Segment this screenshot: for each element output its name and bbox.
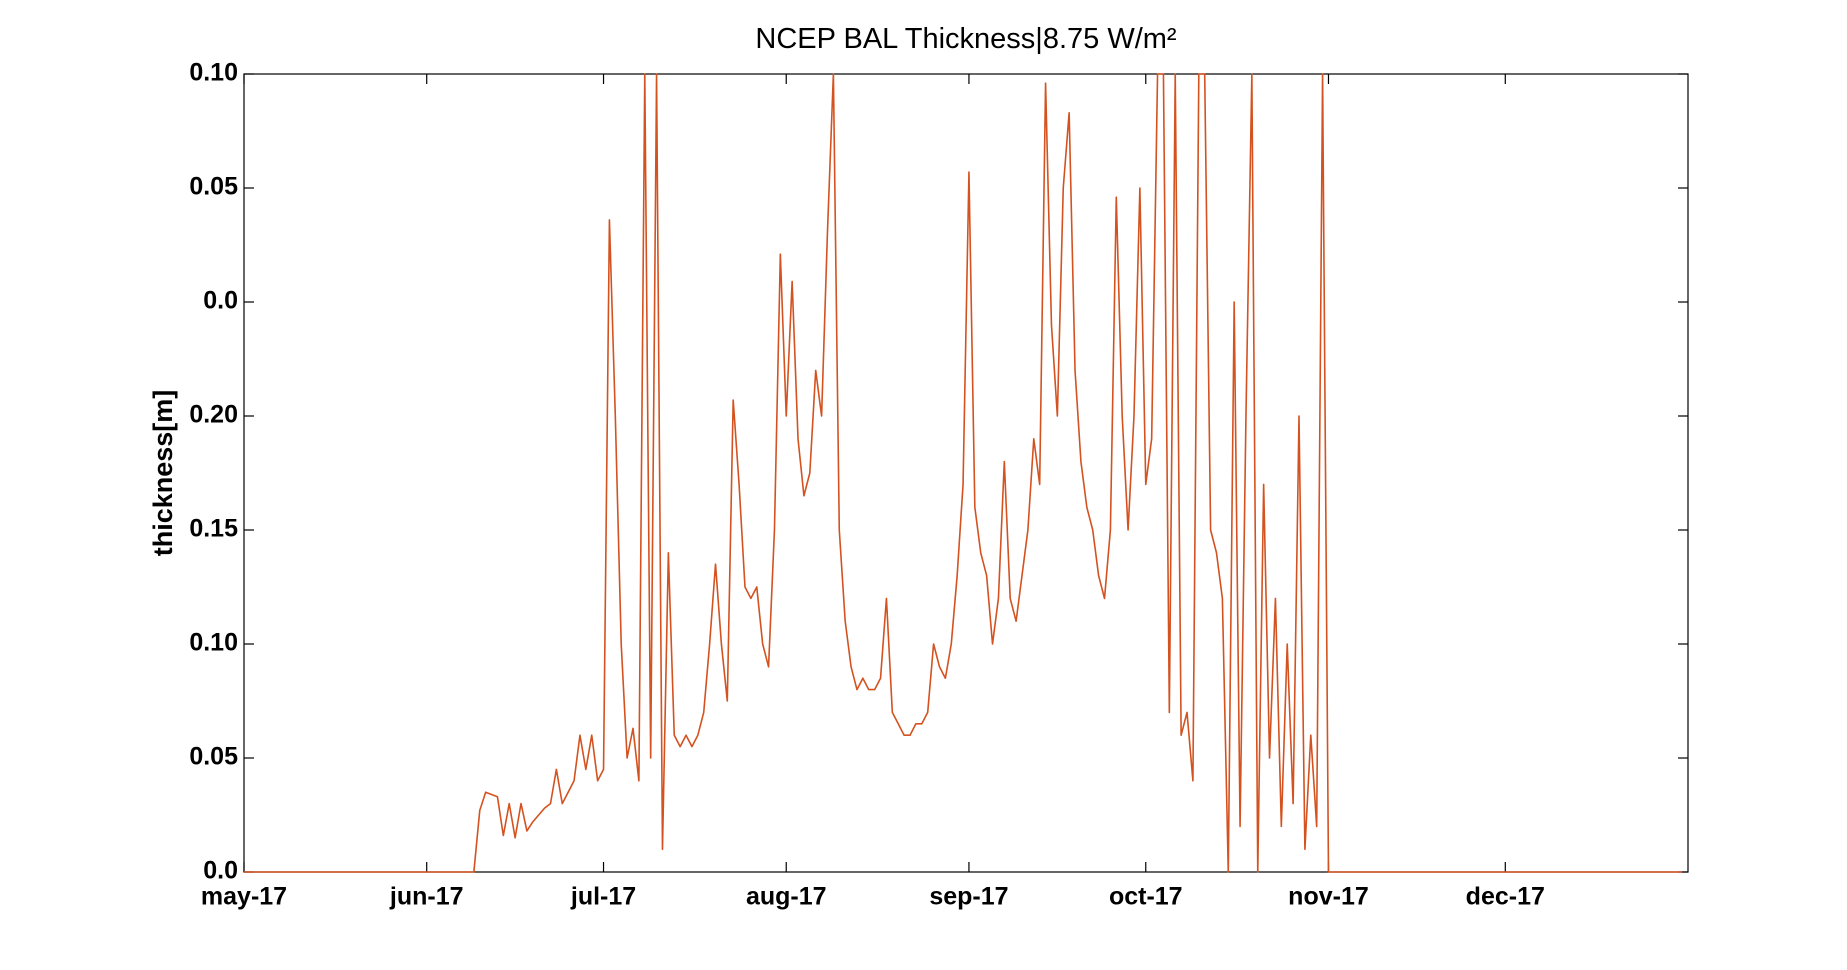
x-tick-label: jun-17	[389, 883, 464, 911]
y-tick-label: 0.15	[189, 515, 238, 543]
y-tick-label: 0.05	[189, 173, 238, 201]
x-tick-label: jul-17	[570, 883, 636, 911]
y-tick-label: 0.10	[189, 59, 238, 87]
y-tick-label: 0.0	[203, 857, 238, 885]
x-tick-label: may-17	[201, 883, 287, 911]
y-tick-label: 0.10	[189, 629, 238, 657]
x-tick-label: dec-17	[1466, 883, 1545, 911]
plot-frame	[243, 73, 1689, 873]
chart-title: NCEP BAL Thickness|8.75 W/m²	[755, 23, 1177, 55]
data-line	[244, 73, 1683, 873]
y-tick-label: 0.05	[189, 743, 238, 771]
y-axis-label: thickness[m]	[148, 390, 178, 557]
x-tick-label: sep-17	[929, 883, 1008, 911]
y-tick-label: 0.20	[189, 401, 238, 429]
x-tick-label: nov-17	[1288, 883, 1369, 911]
y-tick-label: 0.0	[203, 287, 238, 315]
x-tick-label: oct-17	[1109, 883, 1183, 911]
x-tick-label: aug-17	[746, 883, 827, 911]
